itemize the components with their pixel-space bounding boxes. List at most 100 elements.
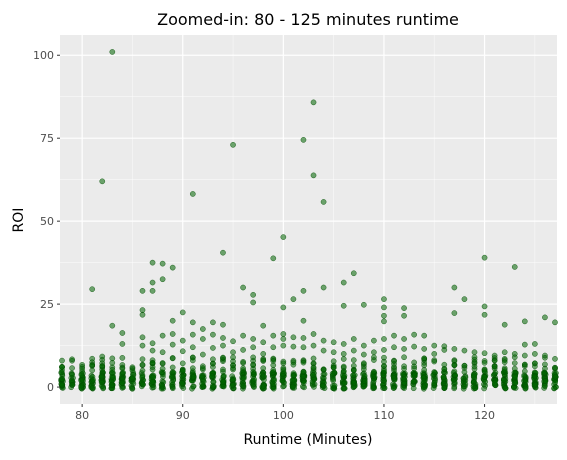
data-point bbox=[552, 379, 558, 386]
data-point bbox=[411, 343, 417, 350]
data-point bbox=[270, 358, 277, 364]
x-tick-label: 110 bbox=[373, 409, 394, 422]
data-point bbox=[210, 379, 217, 385]
data-point bbox=[340, 279, 347, 286]
data-point bbox=[502, 385, 509, 392]
data-point bbox=[109, 49, 116, 55]
data-point bbox=[340, 341, 347, 347]
data-point bbox=[461, 362, 468, 369]
data-point bbox=[139, 311, 146, 318]
data-point bbox=[511, 384, 517, 391]
data-point bbox=[99, 353, 106, 360]
data-point bbox=[340, 351, 347, 357]
data-point bbox=[200, 336, 206, 342]
data-point bbox=[532, 382, 538, 388]
data-point bbox=[522, 318, 528, 325]
data-point bbox=[441, 385, 448, 391]
data-point bbox=[220, 321, 226, 328]
data-point bbox=[461, 347, 468, 354]
data-point bbox=[139, 288, 146, 294]
data-point bbox=[69, 365, 75, 371]
data-point bbox=[511, 365, 518, 372]
data-point bbox=[411, 372, 418, 379]
data-point bbox=[451, 310, 458, 316]
data-point bbox=[230, 338, 236, 345]
data-point bbox=[401, 336, 407, 342]
x-axis: 80 90 100 110 120 bbox=[75, 404, 495, 422]
data-point bbox=[250, 292, 256, 298]
data-point bbox=[281, 383, 287, 389]
data-point bbox=[401, 376, 408, 383]
data-point bbox=[290, 343, 297, 350]
data-point bbox=[290, 296, 297, 302]
data-point bbox=[532, 341, 538, 347]
data-point bbox=[330, 358, 337, 365]
data-point bbox=[250, 369, 256, 375]
data-point bbox=[220, 335, 226, 341]
data-point bbox=[410, 378, 417, 385]
data-point bbox=[109, 366, 116, 373]
data-point bbox=[159, 332, 166, 339]
data-point bbox=[330, 364, 337, 371]
data-point bbox=[290, 334, 297, 341]
data-point bbox=[511, 360, 518, 366]
data-point bbox=[521, 373, 528, 380]
data-point bbox=[190, 374, 197, 380]
data-point bbox=[159, 365, 166, 372]
data-point bbox=[150, 374, 157, 381]
data-point bbox=[169, 369, 176, 375]
data-point bbox=[89, 286, 95, 292]
data-point bbox=[250, 344, 256, 351]
data-point bbox=[230, 354, 236, 361]
data-point bbox=[220, 379, 226, 385]
data-point bbox=[361, 301, 367, 308]
data-point bbox=[320, 284, 327, 291]
data-point bbox=[310, 372, 316, 378]
data-point bbox=[119, 355, 126, 361]
data-point bbox=[240, 332, 246, 339]
data-point bbox=[331, 382, 338, 389]
data-point bbox=[391, 364, 397, 370]
data-point bbox=[300, 137, 307, 143]
data-point bbox=[89, 367, 95, 374]
data-point bbox=[270, 255, 277, 262]
data-point bbox=[381, 347, 387, 353]
data-point bbox=[260, 351, 267, 357]
data-point bbox=[119, 341, 126, 347]
data-point bbox=[250, 299, 256, 306]
data-point bbox=[411, 331, 417, 338]
data-point bbox=[481, 254, 488, 261]
data-point bbox=[280, 304, 287, 311]
data-point bbox=[501, 321, 508, 328]
data-point bbox=[391, 375, 397, 381]
data-point bbox=[179, 367, 186, 374]
data-point bbox=[149, 259, 156, 266]
data-point bbox=[99, 178, 106, 185]
data-point bbox=[300, 368, 307, 375]
data-point bbox=[119, 375, 126, 382]
data-point bbox=[260, 383, 267, 389]
x-tick-label: 120 bbox=[474, 409, 495, 422]
data-point bbox=[361, 383, 368, 389]
data-point bbox=[361, 366, 367, 373]
data-point bbox=[270, 367, 277, 373]
data-point bbox=[362, 378, 368, 385]
data-point bbox=[441, 347, 448, 353]
data-point bbox=[210, 345, 216, 351]
data-point bbox=[381, 377, 387, 384]
data-point bbox=[59, 357, 65, 364]
data-point bbox=[380, 385, 386, 391]
data-point bbox=[470, 383, 477, 390]
data-point bbox=[451, 362, 458, 369]
data-point bbox=[169, 331, 176, 337]
data-point bbox=[260, 322, 267, 329]
data-point bbox=[260, 373, 267, 380]
data-point bbox=[300, 317, 307, 324]
data-point bbox=[159, 349, 166, 356]
data-point bbox=[139, 356, 146, 363]
data-point bbox=[289, 377, 296, 384]
data-point bbox=[451, 346, 458, 352]
data-point bbox=[330, 377, 336, 384]
data-point bbox=[330, 349, 337, 356]
data-point bbox=[89, 362, 95, 369]
